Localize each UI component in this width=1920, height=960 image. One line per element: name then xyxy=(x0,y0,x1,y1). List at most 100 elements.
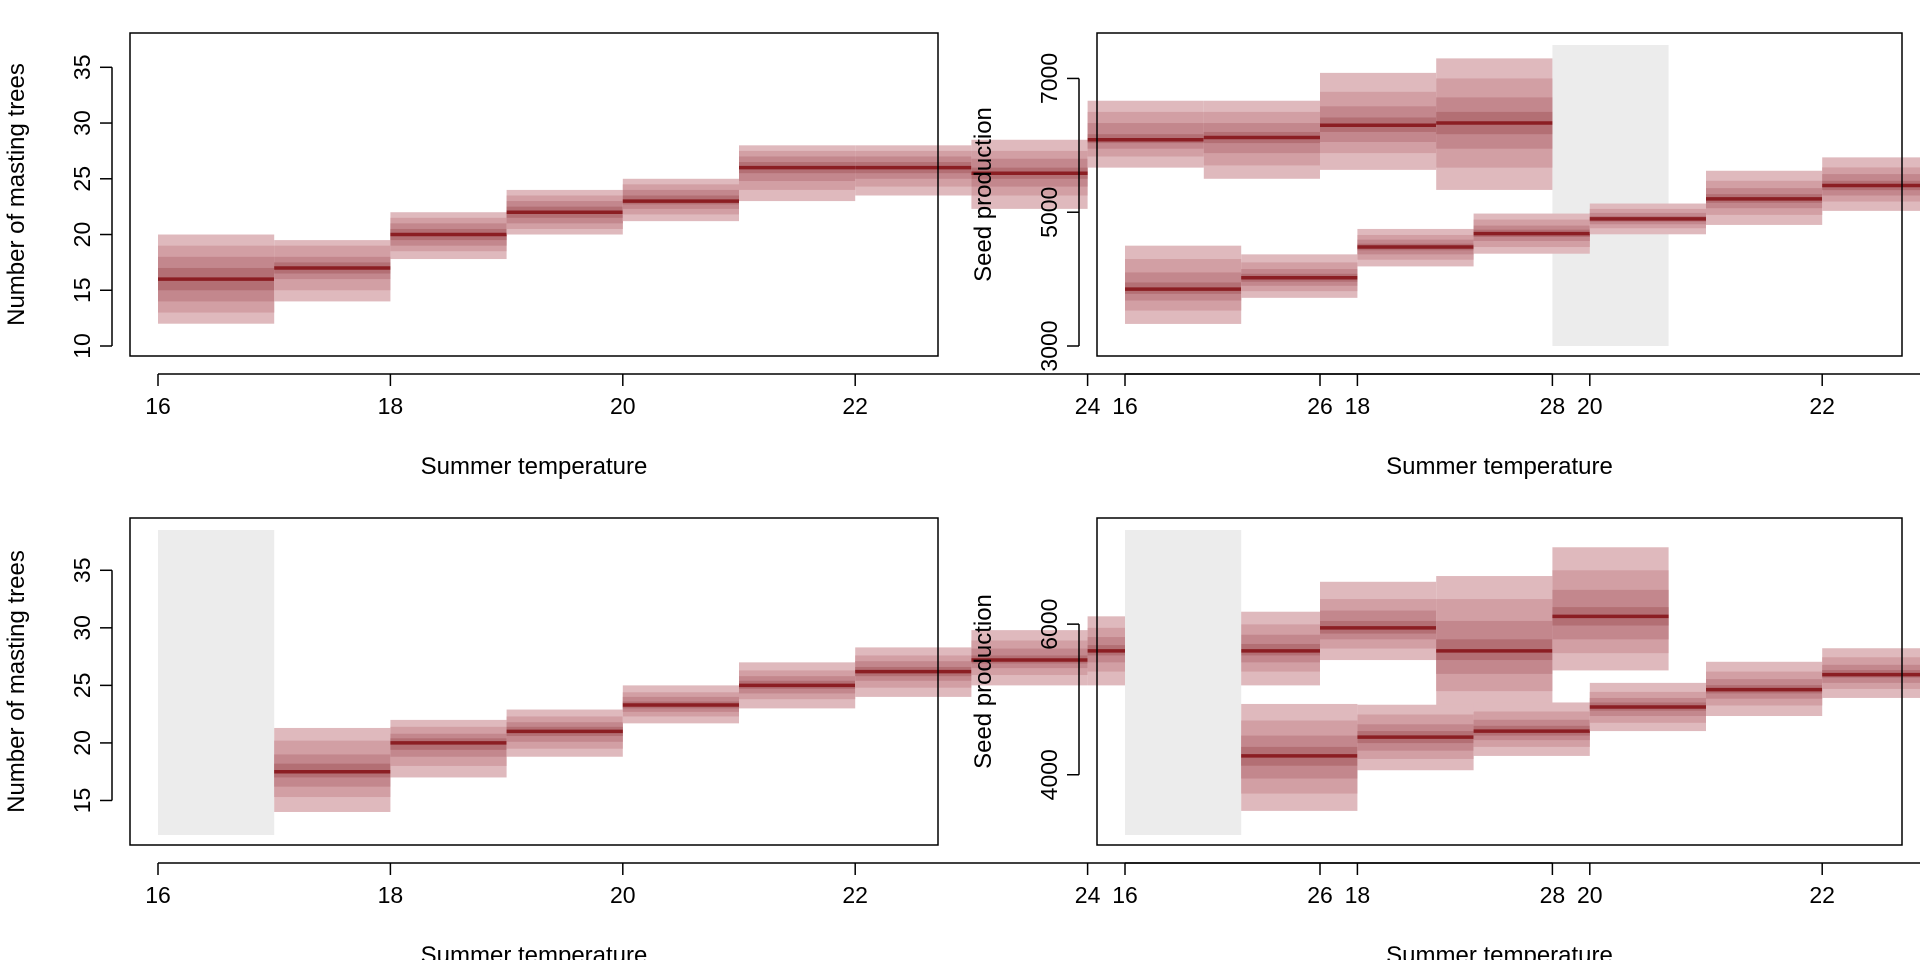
bin-17-18 xyxy=(1241,703,1358,811)
y-axis-title: Seed production xyxy=(970,594,997,769)
x-tick-label: 22 xyxy=(842,393,868,419)
x-tick-label: 16 xyxy=(1112,882,1138,908)
plot-frame xyxy=(1096,517,1903,846)
bin-18-19 xyxy=(1357,704,1474,771)
y-tick-label: 4000 xyxy=(1036,749,1062,800)
y-tick-label: 7000 xyxy=(1036,53,1062,104)
panel-3: 16 18 20 22 24 26 28 Summer temperature 15 20 25 30… xyxy=(3,517,1669,960)
x-tick-label: 18 xyxy=(1345,882,1371,908)
plot-frame xyxy=(129,517,939,846)
bin-18-19 xyxy=(390,212,507,260)
missing-bin xyxy=(1125,530,1242,835)
x-tick-label: 18 xyxy=(1345,393,1371,419)
bin-21-22 xyxy=(1706,661,1823,717)
bin-22-23 xyxy=(1822,648,1920,698)
bin-17-18 xyxy=(274,727,391,812)
panel-1: 16 18 20 22 24 26 28 Summer temperature 10 15 20 25… xyxy=(3,32,1669,480)
y-tick-label: 15 xyxy=(69,788,95,814)
missing-bin xyxy=(158,530,275,835)
x-tick-label: 22 xyxy=(1809,882,1835,908)
y-tick-label: 35 xyxy=(69,54,95,80)
x-tick-label: 22 xyxy=(1809,393,1835,419)
bin-16-17 xyxy=(158,234,275,324)
x-tick-label: 20 xyxy=(1577,393,1603,419)
y-tick-label: 25 xyxy=(69,673,95,699)
bin-20-21 xyxy=(1589,682,1706,732)
bin-20-21 xyxy=(622,685,739,724)
x-tick-label: 24 xyxy=(1075,882,1101,908)
y-axis: 4000 6000 xyxy=(1036,599,1080,800)
bin-22-23 xyxy=(1822,157,1920,211)
y-axis: 3000 5000 7000 xyxy=(1036,53,1080,372)
x-axis-title: Summer temperature xyxy=(421,942,648,960)
bin-28-29 xyxy=(1552,547,1669,671)
bin-16-17 xyxy=(1125,245,1242,324)
bin-26-27 xyxy=(1320,72,1437,170)
bin-27-28 xyxy=(1436,576,1553,711)
y-axis: 15 20 25 30 35 xyxy=(69,557,113,814)
bin-23-24 xyxy=(971,630,1088,686)
y-tick-label: 10 xyxy=(69,333,95,359)
bin-23-24 xyxy=(971,139,1088,209)
x-tick-label: 26 xyxy=(1307,393,1333,419)
y-tick-label: 6000 xyxy=(1036,599,1062,650)
bin-22-23 xyxy=(855,145,972,196)
bin-19-20 xyxy=(506,189,623,235)
plot-frame xyxy=(129,32,939,357)
plot-frame xyxy=(1096,32,1903,357)
bin-17-18 xyxy=(1241,254,1358,298)
x-tick-label: 20 xyxy=(610,393,636,419)
y-tick-label: 15 xyxy=(69,277,95,303)
bin-19-20 xyxy=(1473,702,1590,756)
bin-21-22 xyxy=(1706,170,1823,225)
y-tick-label: 3000 xyxy=(1036,320,1062,371)
y-tick-label: 35 xyxy=(69,557,95,583)
missing-bin xyxy=(1552,45,1669,346)
chart-panels: 16 18 20 22 24 26 28 Summer temperature 10 15 20 25… xyxy=(3,32,1920,960)
x-tick-label: 16 xyxy=(1112,393,1138,419)
bin-20-21 xyxy=(1589,203,1706,235)
x-tick-label: 18 xyxy=(378,882,404,908)
bin-19-20 xyxy=(506,709,623,757)
panel-4: 16 18 20 22 24 26 28 Summer temperature 4000 6000… xyxy=(970,517,1920,960)
bin-21-22 xyxy=(739,662,856,709)
bin-18-19 xyxy=(390,719,507,778)
y-axis-title: Number of masting trees xyxy=(3,63,30,326)
y-tick-label: 20 xyxy=(69,730,95,756)
bin-22-23 xyxy=(855,647,972,697)
bin-21-22 xyxy=(739,145,856,202)
bin-24-25 xyxy=(1087,100,1204,168)
x-axis-title: Summer temperature xyxy=(421,453,648,480)
x-tick-label: 26 xyxy=(1307,882,1333,908)
y-axis-title: Seed production xyxy=(970,107,997,282)
x-tick-label: 16 xyxy=(145,393,171,419)
y-axis-title: Number of masting trees xyxy=(3,550,30,813)
x-tick-label: 22 xyxy=(842,882,868,908)
x-tick-label: 16 xyxy=(145,882,171,908)
y-tick-label: 30 xyxy=(69,615,95,641)
bin-17-18 xyxy=(274,240,391,302)
bin-20-21 xyxy=(622,178,739,222)
x-tick-label: 18 xyxy=(378,393,404,419)
bin-27-28 xyxy=(1436,58,1553,190)
y-tick-label: 5000 xyxy=(1036,187,1062,238)
y-tick-label: 30 xyxy=(69,110,95,136)
panel-2: 16 18 20 22 24 26 28 Summer temperature 3000 5000… xyxy=(970,32,1920,480)
y-axis: 10 15 20 25 30 35 xyxy=(69,54,113,359)
y-tick-label: 25 xyxy=(69,166,95,192)
bin-25-26 xyxy=(1203,100,1320,179)
x-tick-label: 28 xyxy=(1540,882,1566,908)
x-tick-label: 20 xyxy=(610,882,636,908)
x-axis-title: Summer temperature xyxy=(1386,942,1613,960)
x-axis-title: Summer temperature xyxy=(1386,453,1613,480)
x-tick-label: 20 xyxy=(1577,882,1603,908)
x-tick-label: 24 xyxy=(1075,393,1101,419)
bin-18-19 xyxy=(1357,228,1474,267)
bin-19-20 xyxy=(1473,213,1590,254)
y-tick-label: 20 xyxy=(69,222,95,248)
bin-26-27 xyxy=(1320,581,1437,661)
x-tick-label: 28 xyxy=(1540,393,1566,419)
